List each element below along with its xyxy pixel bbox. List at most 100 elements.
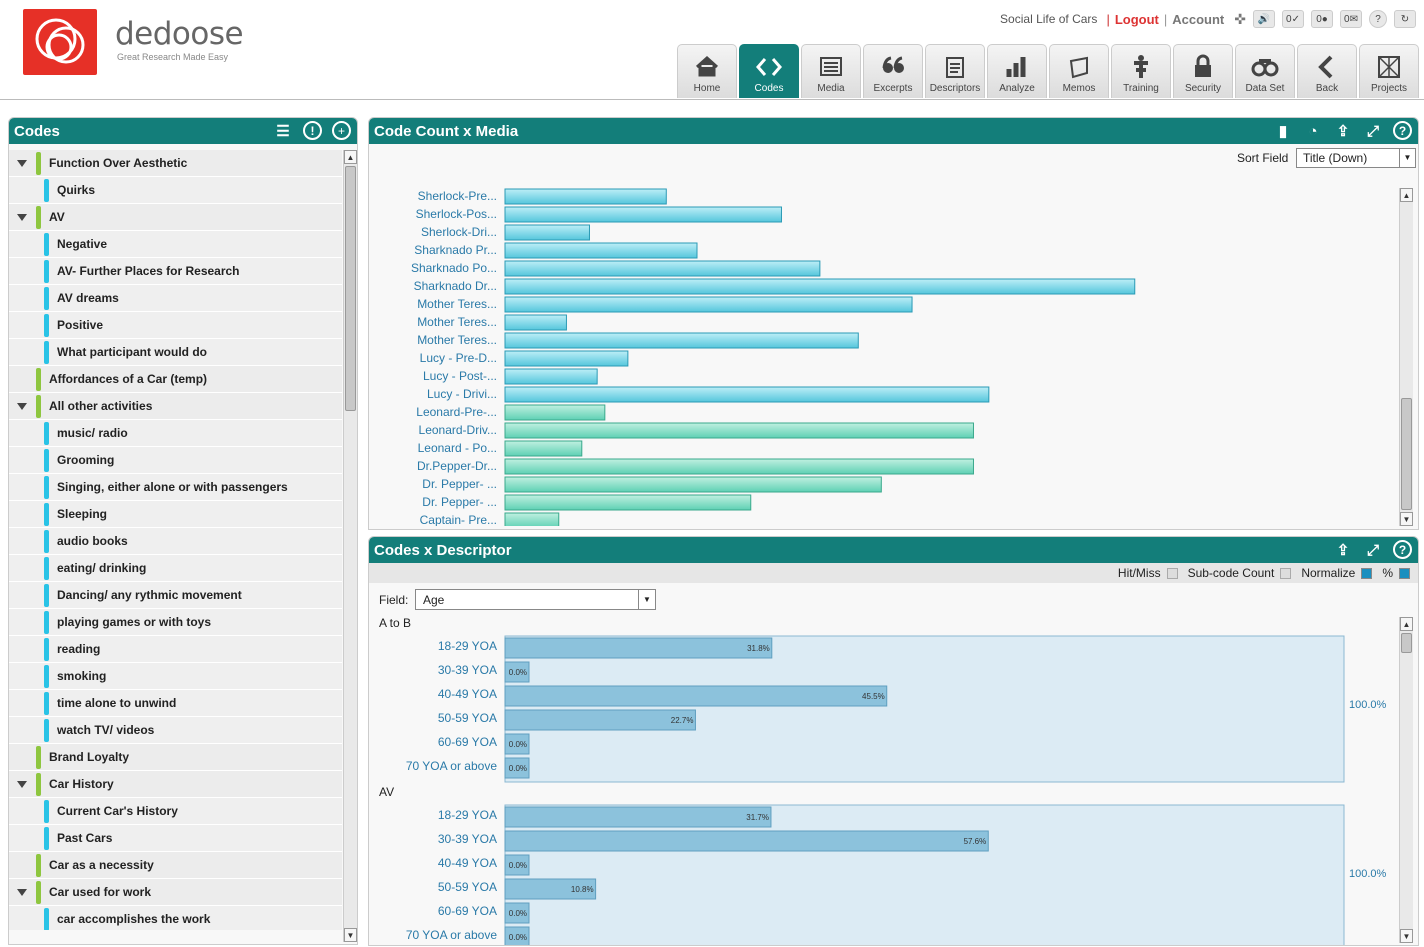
code-row[interactable]: Negative (9, 231, 342, 258)
code-row[interactable]: Car as a necessity (9, 852, 342, 879)
count-bar[interactable] (504, 422, 974, 439)
expand-triangle-icon[interactable] (17, 402, 27, 410)
nav-tab-training[interactable]: Training (1111, 44, 1171, 98)
media-category-label[interactable]: Leonard-Pre-... (416, 405, 497, 419)
expand-triangle-icon[interactable] (17, 213, 27, 221)
count-bar[interactable] (504, 242, 698, 259)
count-bar[interactable] (504, 296, 913, 313)
code-row[interactable]: Sleeping (9, 501, 342, 528)
media-category-label[interactable]: Sharknado Dr... (414, 279, 497, 293)
field-select[interactable]: Age ▼ (415, 589, 656, 610)
scroll-down-arrow-icon[interactable]: ▼ (1400, 512, 1413, 526)
count-bar[interactable] (504, 458, 974, 475)
chevron-down-icon[interactable]: ▼ (638, 590, 655, 609)
help-icon[interactable]: ? (1369, 10, 1387, 28)
expand-triangle-icon[interactable] (17, 888, 27, 896)
media-category-label[interactable]: Leonard - Po... (418, 441, 497, 455)
nav-tab-projects[interactable]: Projects (1359, 44, 1419, 98)
expand-icon[interactable]: ⤢ (1366, 122, 1379, 140)
scroll-up-arrow-icon[interactable]: ▲ (1400, 188, 1413, 202)
code-row[interactable]: music/ radio (9, 420, 342, 447)
media-category-label[interactable]: Mother Teres... (417, 333, 497, 347)
bar-chart-icon[interactable]: ▮ (1278, 123, 1288, 140)
nav-tab-excerpts[interactable]: Excerpts (863, 44, 923, 98)
add-code-icon[interactable]: + (332, 121, 351, 140)
scroll-down-arrow-icon[interactable]: ▼ (1400, 929, 1413, 943)
notifications-badge[interactable]: 0 ✓ (1282, 10, 1304, 28)
count-bar[interactable] (504, 188, 667, 205)
code-row[interactable]: Quirks (9, 177, 342, 204)
descriptor-bar[interactable] (504, 926, 530, 946)
code-row[interactable]: Brand Loyalty (9, 744, 342, 771)
count-bar[interactable] (504, 278, 1136, 295)
count-bar[interactable] (504, 512, 560, 526)
descriptor-bar[interactable] (504, 709, 696, 731)
percent-checkbox[interactable] (1399, 567, 1410, 579)
descriptor-bar[interactable] (504, 878, 597, 900)
code-row[interactable]: Past Cars (9, 825, 342, 852)
count-bar[interactable] (504, 224, 590, 241)
normalize-checkbox[interactable] (1361, 567, 1373, 579)
help-icon[interactable]: ? (1393, 540, 1412, 559)
speaker-icon[interactable]: 🔊 (1253, 10, 1275, 28)
subcode-count-checkbox[interactable] (1280, 567, 1292, 579)
code-row[interactable]: playing games or with toys (9, 609, 342, 636)
count-bar[interactable] (504, 332, 859, 349)
descriptor-bar[interactable] (504, 902, 530, 924)
media-category-label[interactable]: Sherlock-Dri... (421, 225, 497, 239)
expand-triangle-icon[interactable] (17, 159, 27, 167)
code-row[interactable]: car accomplishes the work (9, 906, 342, 930)
code-row[interactable]: Affordances of a Car (temp) (9, 366, 342, 393)
code-row[interactable]: reading (9, 636, 342, 663)
nav-tab-home[interactable]: Home (677, 44, 737, 98)
pin-icon[interactable]: ✜ (1234, 10, 1246, 27)
count-bar[interactable] (504, 314, 567, 331)
refresh-icon[interactable]: ↻ (1394, 10, 1416, 28)
descriptor-bar[interactable] (504, 733, 530, 755)
filter-sliders-icon[interactable]: ☰ (276, 123, 290, 140)
media-category-label[interactable]: Sherlock-Pos... (416, 207, 497, 221)
expand-triangle-icon[interactable] (17, 780, 27, 788)
users-badge[interactable]: 0 ● (1311, 10, 1333, 28)
code-row[interactable]: AV- Further Places for Research (9, 258, 342, 285)
scroll-thumb[interactable] (1401, 398, 1412, 510)
code-row[interactable]: smoking (9, 663, 342, 690)
media-category-label[interactable]: Mother Teres... (417, 315, 497, 329)
count-bar[interactable] (504, 404, 606, 421)
count-bar[interactable] (504, 350, 629, 367)
code-row[interactable]: AV (9, 204, 342, 231)
media-category-label[interactable]: Dr.Pepper-Dr... (417, 459, 497, 473)
sort-field-select[interactable]: Title (Down) ▼ (1296, 148, 1416, 168)
nav-tab-descriptors[interactable]: Descriptors (925, 44, 985, 98)
count-bar[interactable] (504, 386, 990, 403)
media-category-label[interactable]: Lucy - Post-... (423, 369, 497, 383)
media-category-label[interactable]: Mother Teres... (417, 297, 497, 311)
media-category-label[interactable]: Lucy - Drivi... (427, 387, 497, 401)
alert-icon[interactable]: ! (303, 121, 322, 140)
nav-tab-security[interactable]: Security (1173, 44, 1233, 98)
count-bar[interactable] (504, 476, 882, 493)
count-bar[interactable] (504, 260, 821, 277)
descriptor-bar[interactable] (504, 854, 530, 876)
export-icon[interactable]: ⇪ (1336, 123, 1350, 140)
code-row[interactable]: Dancing/ any rythmic movement (9, 582, 342, 609)
scroll-up-arrow-icon[interactable]: ▲ (1400, 617, 1413, 631)
code-row[interactable]: AV dreams (9, 285, 342, 312)
chevron-down-icon[interactable]: ▼ (1399, 149, 1415, 167)
logout-link[interactable]: Logout (1114, 11, 1159, 27)
descriptor-bar[interactable] (504, 637, 773, 659)
dedoose-logo[interactable] (23, 9, 97, 75)
descriptor-bar[interactable] (504, 830, 989, 852)
code-row[interactable]: Grooming (9, 447, 342, 474)
media-category-label[interactable]: Sherlock-Pre... (418, 189, 497, 203)
scroll-thumb[interactable] (345, 166, 356, 411)
descriptor-bar[interactable] (504, 685, 888, 707)
scroll-down-arrow-icon[interactable]: ▼ (344, 928, 357, 942)
code-row[interactable]: Car used for work (9, 879, 342, 906)
code-row[interactable]: watch TV/ videos (9, 717, 342, 744)
help-icon[interactable]: ? (1393, 121, 1412, 140)
code-row[interactable]: Singing, either alone or with passengers (9, 474, 342, 501)
nav-tab-memos[interactable]: Memos (1049, 44, 1109, 98)
media-category-label[interactable]: Dr. Pepper- ... (422, 477, 497, 491)
code-row[interactable]: eating/ drinking (9, 555, 342, 582)
